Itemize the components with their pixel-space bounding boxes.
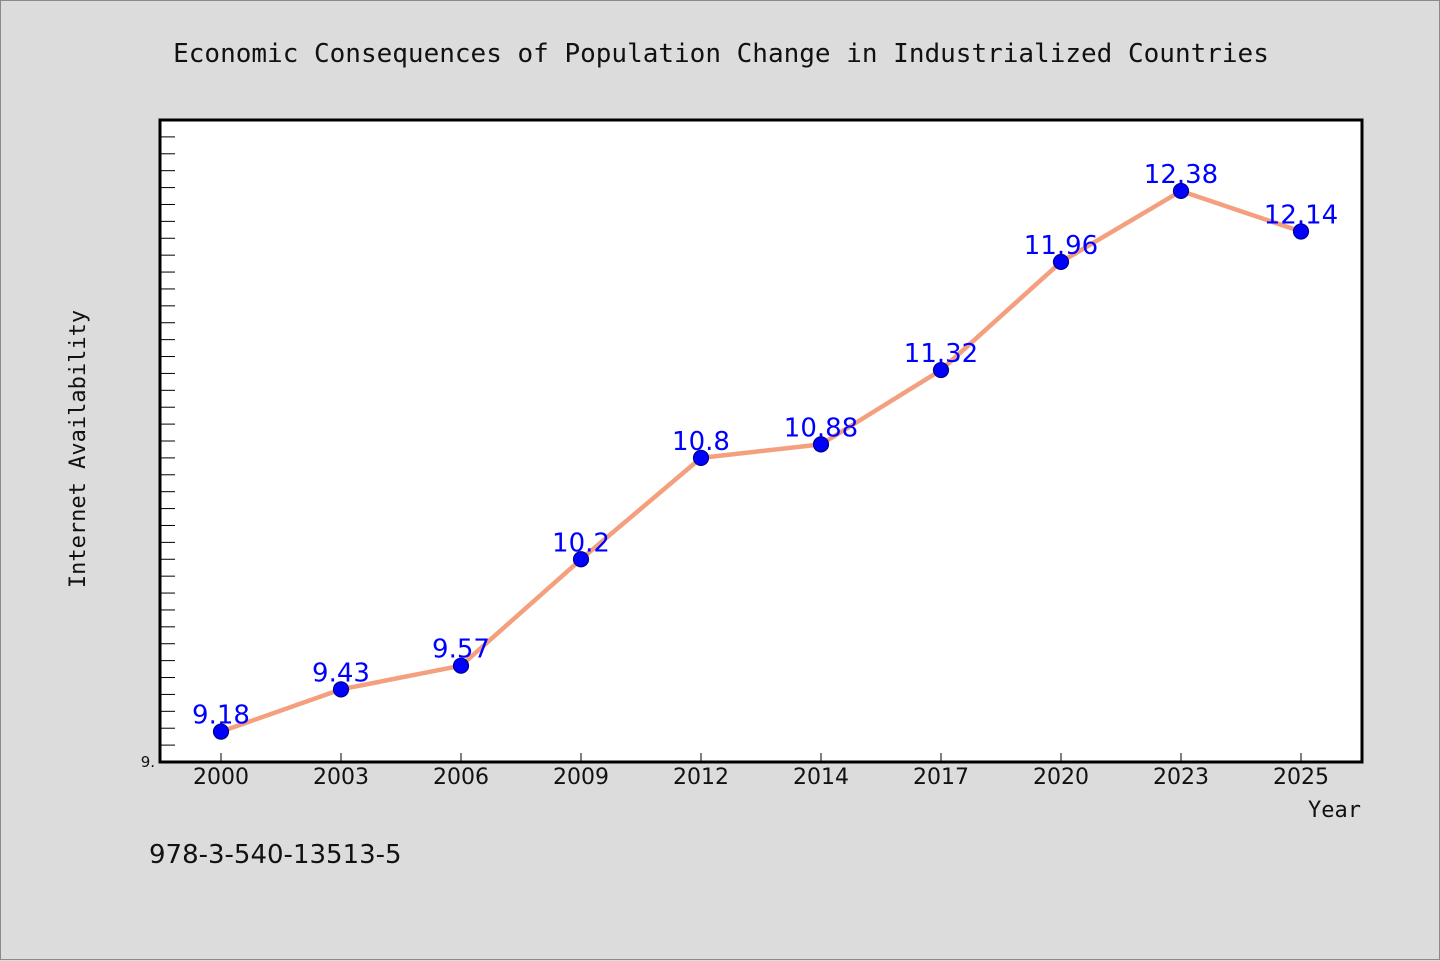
data-point [452,657,470,674]
x-tick-label: 2000 [193,765,249,790]
x-tick-label: 2003 [313,765,369,790]
data-point [572,551,590,568]
chart-title: Economic Consequences of Population Chan… [173,39,1269,69]
data-point [812,436,830,453]
data-label: 11.32 [904,339,978,369]
y-axis-ticks [160,136,175,746]
data-point [1172,182,1190,200]
data-label: 9.18 [192,701,250,731]
y-axis-label: Internet Availability [66,310,91,588]
x-tick-label: 2023 [1153,765,1209,790]
data-label: 11.96 [1024,231,1098,261]
data-point [932,361,950,379]
x-tick-label: 2009 [553,765,609,790]
data-point [1292,223,1310,240]
data-label: 12.38 [1144,160,1218,190]
data-label: 12.14 [1264,201,1338,231]
x-tick-label: 2025 [1273,765,1329,790]
data-point [332,681,350,698]
data-point [1052,253,1070,271]
x-tick-label: 2012 [673,765,729,790]
plot-area [158,118,1364,764]
x-tick-label: 2017 [913,765,969,790]
data-point [212,723,230,740]
x-tick-label: 2020 [1033,765,1089,790]
data-label: 10.2 [552,528,610,558]
data-label: 10.88 [784,413,858,443]
x-axis-label: Year [1308,798,1361,823]
data-label: 9.57 [432,635,490,665]
x-tick-label: 2006 [433,765,489,790]
x-tick-label: 2014 [793,765,849,790]
data-point [692,449,710,466]
data-label: 10.8 [672,427,730,457]
data-label: 9.43 [312,658,370,688]
series-group: 9.18 9.43 9.57 10.2 10.8 10.88 11.32 11.96 12.38… [192,160,1338,740]
isbn-text: 978-3-540-13513-5 [149,840,402,870]
series-line [220,188,1302,734]
y-tick-label: 9. [141,753,155,771]
x-axis-ticks: 2000 2003 2006 2009 2012 2014 2017 2020 2023 2025 [193,753,1329,790]
